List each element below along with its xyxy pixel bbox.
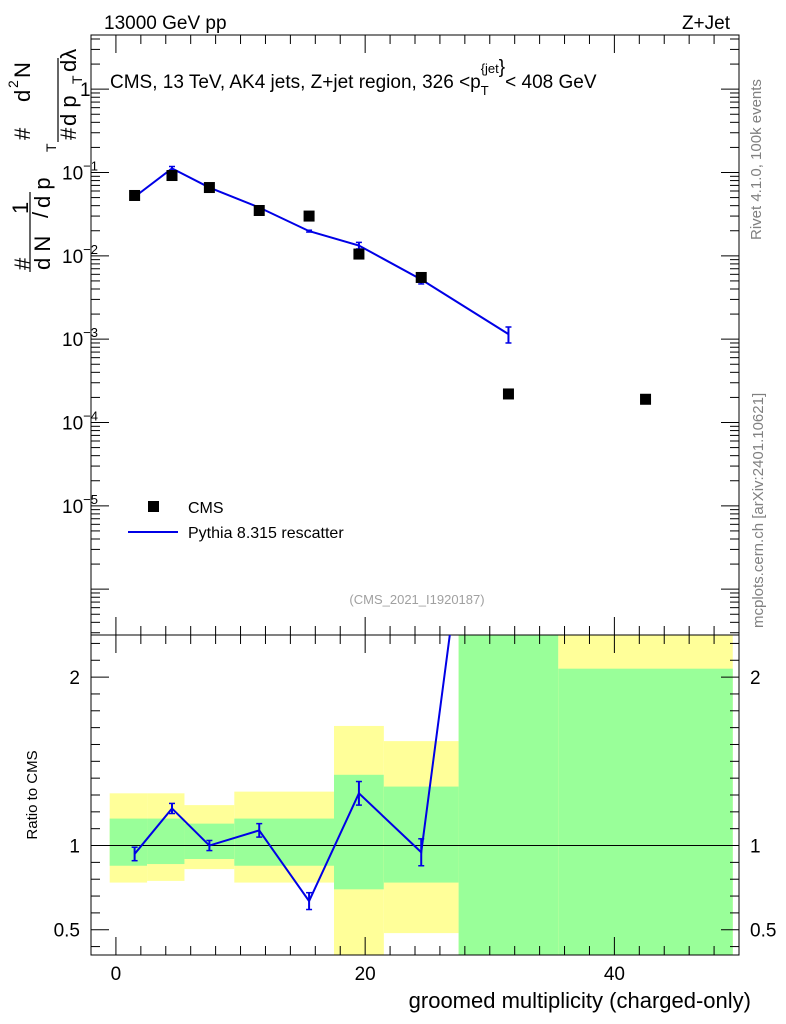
band-inner-1 bbox=[147, 818, 185, 865]
cms-data-point bbox=[502, 388, 514, 400]
band-inner-3 bbox=[234, 818, 334, 866]
legend-cms-marker bbox=[148, 501, 159, 512]
plot-title: CMS, 13 TeV, AK4 jets, Z+jet region, 326… bbox=[110, 57, 597, 98]
ylabel-slash: / bbox=[28, 211, 53, 218]
band-inner-6 bbox=[458, 635, 559, 955]
cms-data-point bbox=[353, 248, 365, 260]
band-inner-0 bbox=[109, 818, 148, 866]
x-tick-label-1: 20 bbox=[355, 964, 376, 985]
ratio-y-tick-label-left-2: 2 bbox=[69, 668, 80, 689]
ratio-y-axis: 0.5 0.5 1 1 2 2 bbox=[54, 642, 776, 948]
ratio-uncertainty-bands bbox=[109, 635, 733, 955]
main-plot-frame bbox=[90, 34, 740, 636]
band-inner-7 bbox=[558, 668, 733, 955]
pythia-main-line bbox=[134, 167, 509, 335]
ratio-y-tick-label-right-2: 2 bbox=[750, 668, 761, 689]
x-axis: 0 20 40 bbox=[111, 35, 740, 985]
ylabel-d2n-n: N bbox=[10, 62, 35, 78]
legend-pythia-label: Pythia 8.315 rescatter bbox=[188, 525, 344, 542]
x-axis-label: groomed multiplicity (charged-only) bbox=[409, 988, 751, 1013]
ylabel-dpt-2: d p bbox=[56, 95, 81, 126]
band-inner-5 bbox=[383, 786, 459, 883]
ylabel-dn: d N bbox=[30, 236, 55, 270]
cms-data-point bbox=[203, 182, 215, 194]
cms-data-series bbox=[129, 170, 652, 405]
legend-cms-label: CMS bbox=[188, 500, 224, 517]
ylabel-hash-1: # bbox=[10, 257, 35, 270]
legend: CMS Pythia 8.315 rescatter bbox=[128, 500, 344, 542]
main-y-tick-label-1: 10−1 bbox=[62, 159, 98, 185]
main-y-axis-label: # 1 d N / d p T # d 2 N # d p T dλ bbox=[5, 49, 85, 272]
ylabel-hash-2: # bbox=[10, 127, 35, 140]
main-y-tick-label-0: 1 bbox=[80, 80, 91, 101]
header-left-label: 13000 GeV pp bbox=[104, 13, 227, 34]
ylabel-dpt: d p bbox=[30, 177, 55, 208]
ratio-y-tick-label-right-1: 1 bbox=[750, 837, 761, 858]
pythia-series-main bbox=[131, 165, 512, 344]
main-y-tick-label-4: 10−4 bbox=[62, 409, 98, 435]
main-y-tick-label-2: 10−2 bbox=[62, 242, 98, 268]
header-right-label: Z+Jet bbox=[682, 13, 731, 34]
ratio-y-tick-label-right-0: 0.5 bbox=[750, 921, 776, 942]
cms-data-point bbox=[640, 393, 652, 405]
pythia-ratio-line bbox=[133, 635, 451, 904]
cms-data-point bbox=[253, 204, 265, 216]
ylabel-one: 1 bbox=[8, 202, 33, 214]
main-y-tick-label-5: 10−5 bbox=[62, 492, 98, 518]
analysis-id-label: (CMS_2021_I1920187) bbox=[349, 592, 484, 607]
x-tick-label-0: 0 bbox=[111, 964, 122, 985]
rivet-version-label: Rivet 4.1.0, 100k events bbox=[748, 79, 765, 240]
cms-data-point bbox=[303, 210, 315, 222]
ratio-y-tick-label-left-0: 0.5 bbox=[54, 921, 80, 942]
ylabel-dlambda: dλ bbox=[56, 49, 81, 72]
main-y-axis: 1 10−1 10−2 10−3 10−4 10−5 bbox=[62, 38, 739, 634]
ylabel-d2n-2: 2 bbox=[5, 80, 21, 88]
ylabel-t-sub-1: T bbox=[43, 143, 59, 152]
ylabel-t-sub-2: T bbox=[69, 75, 85, 84]
pythia-series-ratio bbox=[131, 635, 451, 911]
ylabel-d2n-d: d bbox=[10, 90, 35, 102]
cms-data-point bbox=[129, 189, 141, 201]
mcplots-url-label: mcplots.cern.ch [arXiv:2401.10621] bbox=[750, 393, 767, 628]
main-y-tick-label-3: 10−3 bbox=[62, 325, 98, 351]
ylabel-hash-3: # bbox=[56, 127, 81, 140]
x-tick-label-2: 40 bbox=[604, 964, 625, 985]
cms-data-point bbox=[166, 170, 178, 182]
ratio-y-axis-label: Ratio to CMS bbox=[24, 750, 41, 839]
cms-data-point bbox=[415, 271, 427, 283]
ratio-y-tick-label-left-1: 1 bbox=[69, 837, 80, 858]
